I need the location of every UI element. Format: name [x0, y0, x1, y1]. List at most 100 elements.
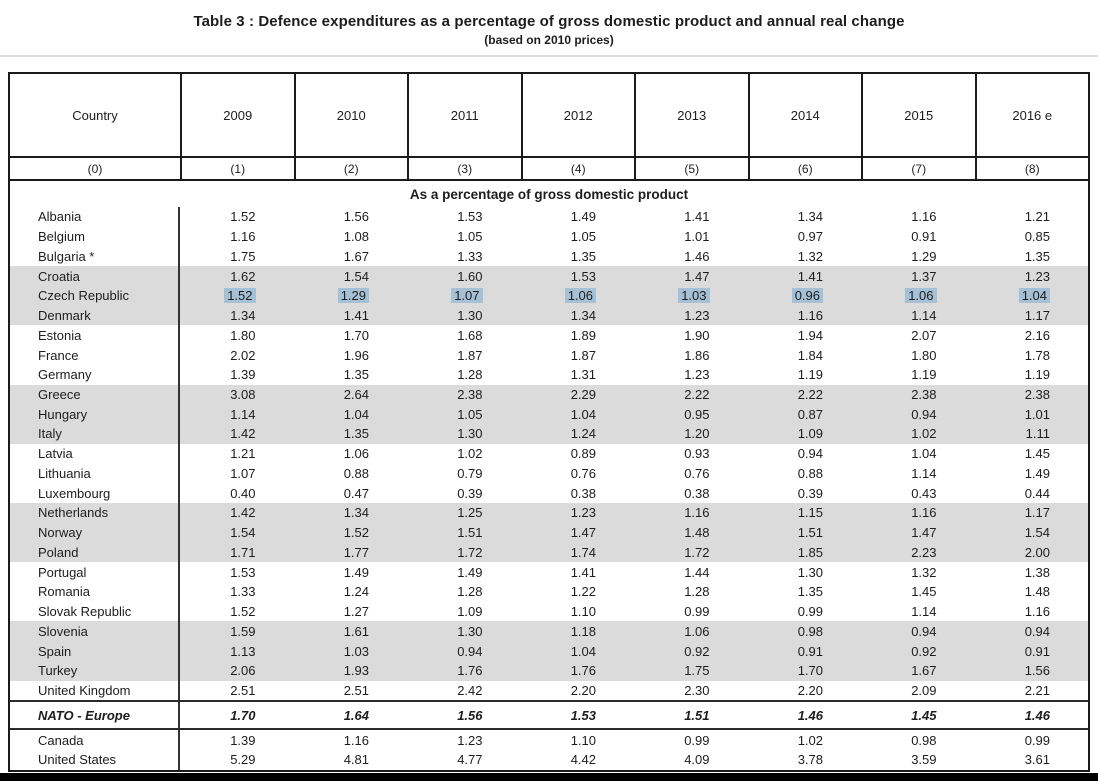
value-cell: 1.51 [797, 525, 823, 541]
value-cell: 0.76 [570, 465, 596, 481]
selected-value: 1.07 [451, 288, 483, 304]
selected-value: 1.06 [905, 288, 937, 304]
value-cell: 1.85 [797, 544, 823, 560]
table-row: Bulgaria * 1.75 1.67 1.33 1.35 1.46 1.32 1.29 1.… [10, 246, 1088, 267]
country-cell: Spain [10, 641, 180, 661]
value-cell: 1.06 [343, 446, 369, 462]
value-cell: 1.16 [797, 308, 823, 324]
country-cell: Norway [10, 522, 180, 543]
value-cell: 2.42 [457, 682, 483, 698]
table-header-row: Country 2009 2010 2011 2012 2013 2014 2015 2016 … [10, 74, 1088, 158]
value-cell: 1.51 [457, 525, 483, 541]
country-cell: Hungary [10, 404, 180, 425]
value-cell: 1.56 [343, 209, 369, 225]
table-row: Portugal 1.53 1.49 1.49 1.41 1.44 1.30 1.32 1.38 [10, 562, 1088, 582]
value-cell: 1.34 [343, 505, 369, 521]
value-cell: 1.42 [230, 505, 256, 521]
country-cell: Denmark [10, 305, 180, 326]
value-cell: 1.10 [570, 732, 596, 748]
column-index: (1) [182, 158, 296, 179]
value-cell: 1.72 [457, 544, 483, 560]
value-cell: 1.14 [911, 308, 937, 324]
value-cell: 1.90 [684, 327, 710, 343]
value-cell: 1.25 [457, 505, 483, 521]
value-cell: 0.87 [797, 406, 823, 422]
value-cell: 2.22 [684, 386, 710, 402]
selected-value: 1.04 [1018, 288, 1050, 304]
value-cell: 1.02 [911, 426, 937, 442]
value-cell: 1.09 [457, 604, 483, 620]
value-cell: 1.07 [230, 465, 256, 481]
value-cell: 1.49 [457, 564, 483, 580]
selected-value: 1.03 [678, 288, 710, 304]
country-cell: Italy [10, 424, 180, 444]
value-cell: 1.20 [684, 426, 710, 442]
value-cell: 1.19 [1024, 367, 1050, 383]
value-cell: 1.23 [684, 367, 710, 383]
value-cell: 1.05 [457, 229, 483, 245]
value-cell: 1.33 [230, 584, 256, 600]
value-cell: 0.91 [1024, 643, 1050, 659]
value-cell: 1.28 [684, 584, 710, 600]
value-cell: 0.43 [911, 485, 937, 501]
country-cell: Croatia [10, 266, 180, 286]
country-cell: Poland [10, 542, 180, 563]
table-row: Luxembourg 0.40 0.47 0.39 0.38 0.38 0.39 0.43 0.… [10, 483, 1088, 504]
column-index: (0) [10, 158, 182, 179]
table-row: Greece 3.08 2.64 2.38 2.29 2.22 2.22 2.38 2.38 [10, 384, 1088, 405]
title-block: Table 3 : Defence expenditures as a perc… [0, 0, 1098, 48]
value-cell: 1.23 [570, 505, 596, 521]
value-cell: 1.68 [457, 327, 483, 343]
value-cell: 1.24 [343, 584, 369, 600]
country-cell: Estonia [10, 325, 180, 346]
country-cell: Albania [10, 207, 180, 227]
table-row: Hungary 1.14 1.04 1.05 1.04 0.95 0.87 0.94 1.01 [10, 404, 1088, 425]
column-index: (6) [750, 158, 863, 179]
value-cell: 1.17 [1024, 308, 1050, 324]
table-row: Belgium 1.16 1.08 1.05 1.05 1.01 0.97 0.91 0.85 [10, 226, 1088, 247]
value-cell: 1.37 [911, 268, 937, 284]
column-index: (2) [296, 158, 409, 179]
table-body: Albania 1.52 1.56 1.53 1.49 1.41 1.34 1.16 1.21 B… [10, 207, 1088, 770]
value-cell: 1.74 [570, 544, 596, 560]
value-cell: 1.03 [634, 286, 748, 306]
table-row: Norway 1.54 1.52 1.51 1.47 1.48 1.51 1.47 1.54 [10, 522, 1088, 543]
value-cell: 1.16 [343, 732, 369, 748]
header-year: 2015 [863, 74, 977, 156]
value-cell: 2.06 [230, 663, 256, 679]
value-cell: 0.91 [797, 643, 823, 659]
value-cell: 0.76 [684, 465, 710, 481]
value-cell: 1.15 [797, 505, 823, 521]
value-cell: 1.46 [684, 248, 710, 264]
value-cell: 1.67 [911, 663, 937, 679]
value-cell: 0.85 [1024, 229, 1050, 245]
value-cell: 1.41 [684, 209, 710, 225]
value-cell: 1.76 [457, 663, 483, 679]
value-cell: 1.67 [343, 248, 369, 264]
value-cell: 1.71 [230, 544, 256, 560]
value-cell: 1.80 [230, 327, 256, 343]
value-cell: 1.23 [457, 732, 483, 748]
section-header: As a percentage of gross domestic produc… [409, 186, 689, 202]
country-cell: Canada [10, 730, 180, 751]
country-cell: NATO - Europe [10, 702, 180, 729]
country-cell: Bulgaria * [10, 246, 180, 267]
value-cell: 2.51 [230, 682, 256, 698]
selected-value: 0.96 [791, 288, 823, 304]
table-title: Table 3 : Defence expenditures as a perc… [193, 13, 905, 30]
value-cell: 4.09 [684, 752, 710, 768]
value-cell: 1.30 [457, 426, 483, 442]
value-cell: 1.45 [911, 584, 937, 600]
table-row: Netherlands 1.42 1.34 1.25 1.23 1.16 1.15 1.16 1… [10, 503, 1088, 523]
value-cell: 0.38 [684, 485, 710, 501]
value-cell: 1.70 [230, 707, 256, 723]
country-cell: Germany [10, 364, 180, 385]
value-cell: 1.05 [570, 229, 596, 245]
country-cell: United States [10, 750, 180, 770]
value-cell: 1.33 [457, 248, 483, 264]
value-cell: 1.62 [230, 268, 256, 284]
value-cell: 1.54 [1024, 525, 1050, 541]
country-cell: Belgium [10, 226, 180, 247]
value-cell: 1.35 [570, 248, 596, 264]
value-cell: 1.03 [343, 643, 369, 659]
